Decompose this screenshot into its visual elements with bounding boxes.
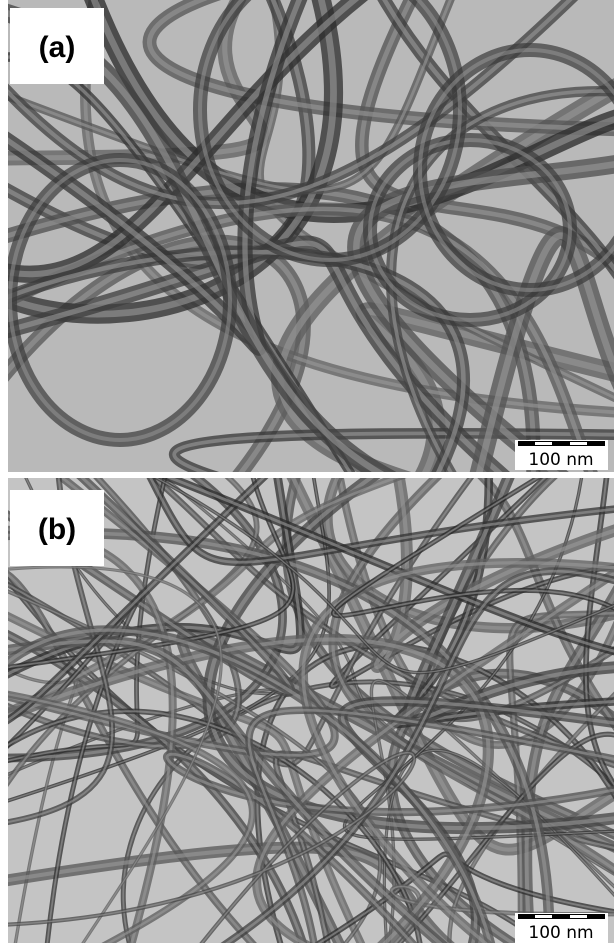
nanotube [8,692,254,943]
nanotube [301,561,614,943]
nanotube [368,138,572,322]
nanotube [166,478,614,653]
micrograph-a [8,0,614,472]
nanotube [255,571,614,943]
scale-text: 100 nm [528,450,593,470]
panel-label: (a) [39,31,76,64]
label-box [10,8,104,84]
nanotube [338,478,614,747]
nanotube [418,48,614,292]
nanotube [8,158,232,442]
label-box [10,490,104,566]
nanotube [8,639,443,943]
scale-tick [570,915,587,918]
scale-bar-a: 100 nm [515,440,608,470]
micrograph-b [8,478,614,943]
nanotube [8,478,294,669]
scale-tick [535,915,552,918]
nanotube [8,478,265,722]
nanotube [8,752,415,943]
nanotube [165,752,614,943]
scale-text: 100 nm [528,923,593,943]
label-b: (b) [10,490,104,566]
label-a: (a) [10,8,104,84]
nanotube [147,0,614,132]
scale-tick [570,442,587,445]
scale-tick [535,442,552,445]
nanotube [247,708,614,943]
nanotube [8,566,222,943]
nanotube [374,478,614,670]
nanotube [277,85,614,472]
nanotube [448,693,614,943]
panel-label: (b) [38,513,76,546]
scale-bar-b: 100 nm [515,913,608,943]
nanotube [332,478,614,617]
nanotube [198,0,462,262]
nanotube [389,89,614,472]
scale-line [518,441,605,446]
nanotube [122,681,614,943]
scale-line [518,914,605,919]
nanotube [149,478,614,564]
nanotube [172,431,614,472]
nanotube [8,0,573,206]
nanotube [8,628,492,943]
nanotube [155,478,614,674]
